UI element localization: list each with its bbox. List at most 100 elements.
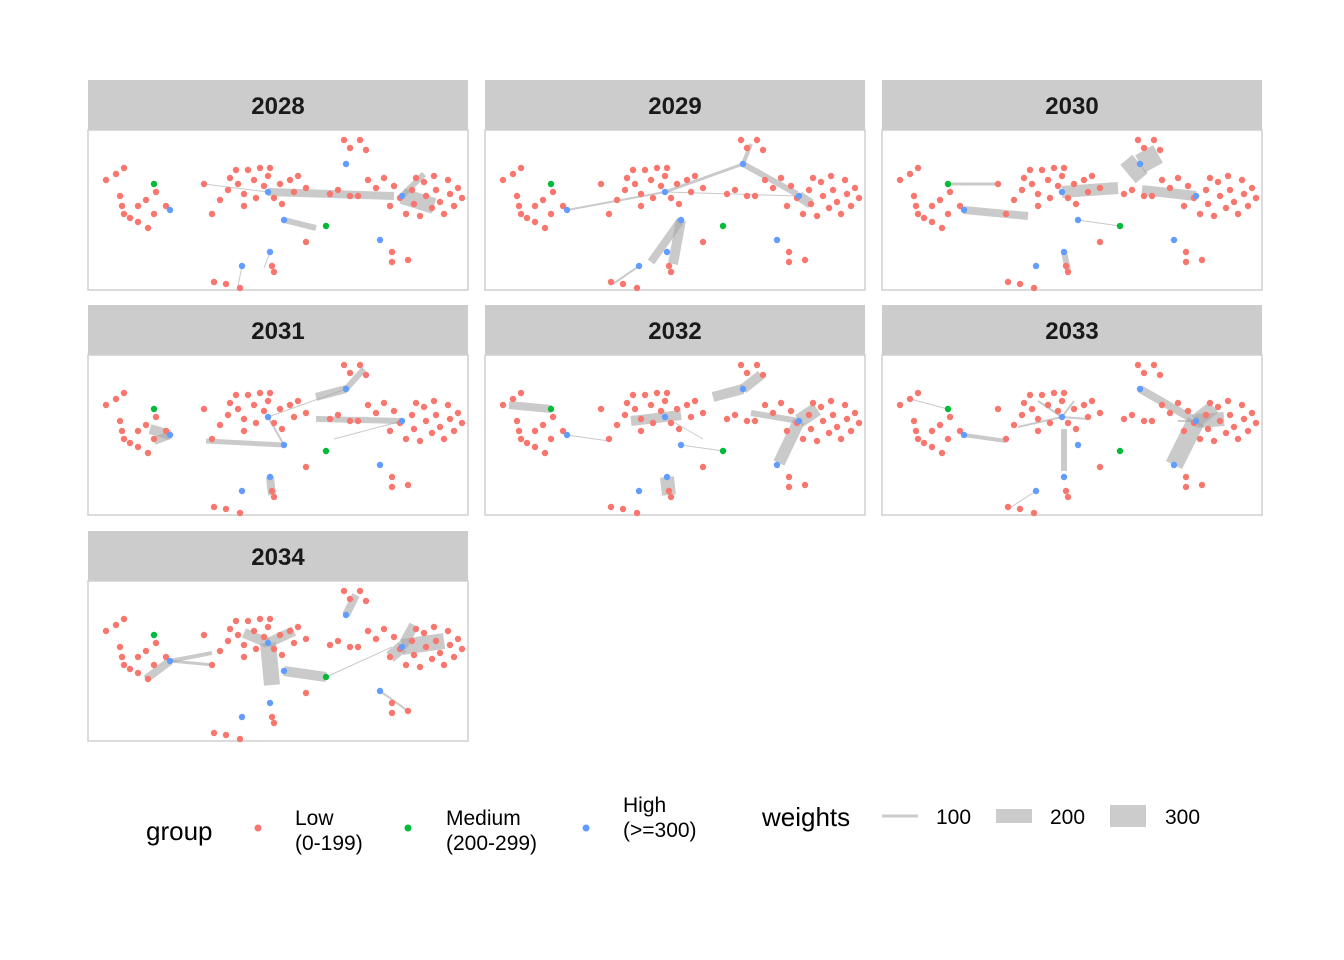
- network-node-low: [244, 617, 252, 625]
- network-node-low: [1226, 186, 1234, 194]
- network-node-low: [1140, 369, 1148, 377]
- network-node-low: [549, 188, 557, 196]
- network-node-low: [785, 473, 793, 481]
- network-node-low: [252, 419, 260, 427]
- network-node-low: [430, 397, 438, 405]
- network-node-low: [753, 136, 761, 144]
- network-node-low: [936, 421, 944, 429]
- network-node-low: [152, 413, 160, 421]
- legend-weight-label: 100: [936, 806, 971, 829]
- network-node-low: [1140, 192, 1148, 200]
- network-node-low: [661, 397, 669, 405]
- network-node-low: [286, 401, 294, 409]
- network-node-low: [252, 645, 260, 653]
- network-node-low: [386, 653, 394, 661]
- network-node-low: [1046, 194, 1054, 202]
- network-node-low: [743, 192, 751, 200]
- network-node-low: [302, 463, 310, 471]
- network-node-medium: [322, 222, 330, 230]
- network-node-low: [597, 180, 605, 188]
- network-node-low: [641, 166, 649, 174]
- network-node-low: [444, 401, 452, 409]
- network-node-low: [1238, 401, 1246, 409]
- network-edge: [343, 366, 367, 392]
- network-node-low: [1128, 411, 1136, 419]
- network-node-high: [1074, 216, 1082, 224]
- network-node-low: [1252, 419, 1260, 427]
- network-edge: [711, 384, 745, 402]
- network-node-low: [920, 214, 928, 222]
- network-node-low: [513, 192, 521, 200]
- network-node-low: [134, 218, 142, 226]
- network-node-low: [224, 411, 232, 419]
- network-node-high: [376, 461, 384, 469]
- legend-weight-100: 100: [882, 806, 971, 829]
- network-node-low: [633, 284, 641, 292]
- network-edge: [1061, 400, 1075, 418]
- network-node-low: [515, 427, 523, 435]
- network-node-low: [270, 719, 278, 727]
- network-edge: [963, 206, 1029, 220]
- network-node-low: [1206, 399, 1214, 407]
- network-node-low: [256, 164, 264, 172]
- network-node-low: [1222, 204, 1230, 212]
- network-edge: [399, 188, 437, 214]
- facet-panel-2033: 2033: [881, 305, 1263, 517]
- network-node-low: [523, 214, 531, 222]
- network-node-medium: [150, 405, 158, 413]
- network-node-low: [699, 463, 707, 471]
- network-node-low: [408, 186, 416, 194]
- network-node-low: [102, 627, 110, 635]
- network-node-low: [667, 419, 675, 427]
- network-node-low: [236, 509, 244, 517]
- network-node-low: [270, 419, 278, 427]
- network-node-low: [440, 210, 448, 218]
- network-node-low: [416, 212, 424, 220]
- network-node-high: [342, 611, 350, 619]
- network-node-low: [785, 248, 793, 256]
- network-edge: [283, 217, 317, 231]
- network-node-low: [326, 415, 334, 423]
- network-node-low: [1084, 188, 1092, 196]
- legend-key-high: High (>=300): [582, 794, 697, 842]
- network-node-low: [1080, 401, 1088, 409]
- network-node-low: [1018, 186, 1026, 194]
- network-node-low: [216, 421, 224, 429]
- network-node-low: [144, 224, 152, 232]
- network-node-low: [134, 202, 142, 210]
- network-node-low: [1198, 481, 1206, 489]
- network-edge: [267, 416, 285, 446]
- network-node-low: [653, 389, 661, 397]
- network-node-low: [402, 210, 410, 218]
- network-node-low: [270, 493, 278, 501]
- network-node-low: [1054, 182, 1062, 190]
- network-node-low: [380, 625, 388, 633]
- network-node-low: [1064, 419, 1072, 427]
- network-node-high: [661, 413, 669, 421]
- network-node-low: [517, 210, 525, 218]
- network-edge: [283, 666, 327, 682]
- facet-panel-2032: 2032: [484, 305, 866, 517]
- network-node-low: [302, 689, 310, 697]
- network-node-high: [1136, 385, 1144, 393]
- network-node-high: [342, 160, 350, 168]
- network-node-low: [843, 190, 851, 198]
- network-node-low: [539, 196, 547, 204]
- facet-strip: [882, 80, 1262, 130]
- network-node-low: [1070, 405, 1078, 413]
- network-node-low: [118, 427, 126, 435]
- network-node-high: [238, 487, 246, 495]
- network-node-low: [450, 427, 458, 435]
- network-node-low: [825, 204, 833, 212]
- network-node-low: [1230, 198, 1238, 206]
- network-node-low: [912, 427, 920, 435]
- network-node-low: [633, 509, 641, 517]
- network-node-low: [240, 427, 248, 435]
- network-node-low: [805, 186, 813, 194]
- network-edge: [664, 162, 744, 194]
- network-node-low: [1244, 202, 1252, 210]
- network-node-low: [334, 637, 342, 645]
- network-node-low: [388, 699, 396, 707]
- network-node-low: [841, 176, 849, 184]
- network-node-high: [342, 385, 350, 393]
